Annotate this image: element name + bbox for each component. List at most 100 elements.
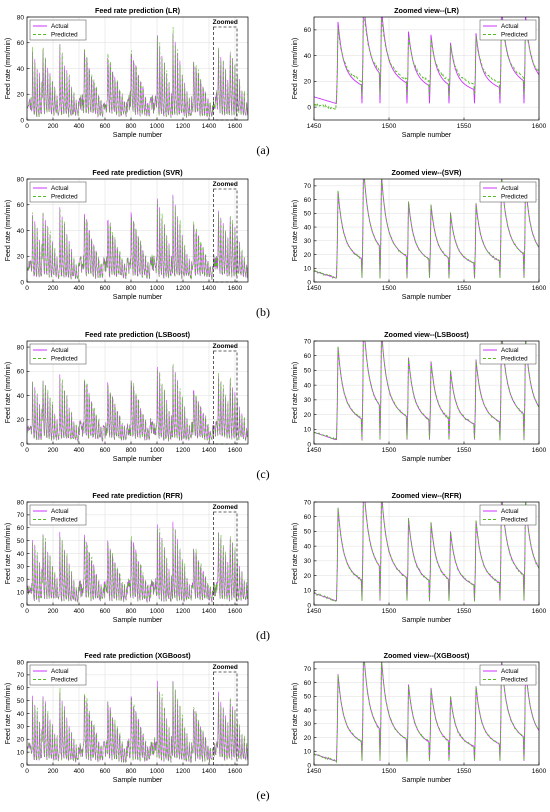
y-tick-label: 70	[304, 183, 312, 190]
x-tick-label: 1550	[457, 123, 472, 130]
legend-label-predicted: Predicted	[51, 677, 78, 684]
panel-d-zoom: 1450 1500 1550 1600 0 10 20 30 40 50 60 70 Zoomed vi…	[292, 491, 547, 624]
panel-b-full: Zoomed 0 200 400 600 800 1000 1200 1400 1600 0 20 40…	[5, 168, 249, 301]
y-tick-label: 60	[304, 197, 312, 204]
y-tick-label: 40	[304, 53, 312, 60]
y-tick-label: 30	[17, 724, 25, 731]
y-tick-label: 60	[17, 369, 25, 376]
y-tick-label: 80	[17, 176, 25, 183]
legend-label-predicted: Predicted	[501, 517, 528, 524]
y-tick-label: 30	[17, 564, 25, 571]
x-tick-label: 1500	[382, 285, 397, 292]
y-tick-label: 40	[304, 224, 312, 231]
legend-label-actual: Actual	[51, 347, 69, 354]
y-tick-label: 70	[17, 672, 25, 679]
chart-title: Feed rate prediction (XGBoost)	[84, 651, 191, 660]
chart-title: Zoomed view--(XGBoost)	[384, 651, 470, 660]
series-group	[27, 680, 248, 764]
series-line-predicted	[314, 502, 539, 603]
panel-e-full: Zoomed 0 200 400 600 800 1000 1200 1400 1600 0 10 20…	[5, 651, 249, 784]
series-group	[27, 26, 248, 118]
legend: Actual Predicted	[29, 504, 87, 526]
series-line-actual	[314, 17, 539, 104]
chart-title: Zoomed view--(LR)	[394, 6, 459, 15]
x-tick-label: 1450	[307, 447, 322, 454]
zoom-annotation: Zoomed	[213, 343, 238, 350]
y-tick-label: 10	[304, 427, 312, 434]
panel-a-zoom: 1450 1500 1550 1600 0 20 40 60 Zoomed view--(LR)…	[292, 6, 547, 139]
x-tick-label: 800	[126, 768, 137, 775]
zoom-annotation: Zoomed	[213, 664, 238, 671]
y-axis-label: Feed rate (mm/min)	[5, 38, 12, 99]
x-tick-label: 1000	[150, 768, 165, 775]
y-tick-label: 40	[304, 707, 312, 714]
x-tick-label: 1000	[150, 123, 165, 130]
x-axis-label: Sample number	[402, 294, 452, 301]
x-tick-label: 1400	[202, 285, 217, 292]
x-tick-label: 0	[25, 768, 29, 775]
legend: Actual Predicted	[479, 181, 537, 203]
y-tick-label: 40	[17, 711, 25, 718]
series-line-predicted	[27, 197, 248, 281]
x-tick-label: 200	[48, 123, 59, 130]
x-tick-label: 0	[25, 447, 29, 454]
y-tick-label: 80	[17, 499, 25, 506]
y-tick-label: 0	[20, 762, 24, 769]
panel-e-zoom: 1450 1500 1550 1600 0 10 20 30 40 50 60 70 Zoomed vi…	[292, 651, 547, 784]
x-tick-label: 200	[48, 768, 59, 775]
series-line-actual	[314, 341, 539, 441]
y-tick-label: 60	[304, 27, 312, 34]
y-tick-label: 50	[17, 698, 25, 705]
x-axis-label: Sample number	[402, 617, 452, 624]
x-tick-label: 1450	[307, 768, 322, 775]
zoom-box	[213, 511, 238, 606]
y-tick-label: 10	[304, 588, 312, 595]
y-tick-label: 40	[17, 228, 25, 235]
x-tick-label: 1600	[532, 447, 547, 454]
series-line-actual	[314, 662, 539, 762]
y-tick-label: 50	[17, 538, 25, 545]
x-tick-label: 1500	[382, 447, 397, 454]
x-axis-label: Sample number	[402, 456, 452, 463]
x-tick-label: 1600	[228, 608, 243, 615]
x-tick-label: 1500	[382, 123, 397, 130]
legend: Actual Predicted	[479, 19, 537, 41]
y-tick-label: 40	[304, 382, 312, 389]
legend-label-actual: Actual	[501, 508, 519, 515]
panel-d-full: Zoomed 0 200 400 600 800 1000 1200 1400 1600 0 10 20…	[5, 491, 249, 624]
y-tick-label: 80	[17, 14, 25, 21]
legend-label-predicted: Predicted	[501, 194, 528, 201]
y-tick-label: 70	[17, 512, 25, 519]
subfigure-label: (b)	[256, 305, 270, 319]
x-tick-label: 400	[74, 768, 85, 775]
legend-label-predicted: Predicted	[501, 356, 528, 363]
x-tick-label: 0	[25, 285, 29, 292]
series-line-predicted	[314, 17, 539, 111]
panel-c-zoom: 1450 1500 1550 1600 0 10 20 30 40 50 60 70 Zoomed vi…	[292, 330, 547, 463]
series-line-predicted	[314, 662, 539, 764]
y-tick-label: 0	[307, 762, 311, 769]
legend: Actual Predicted	[29, 19, 87, 41]
y-tick-label: 20	[17, 737, 25, 744]
y-tick-label: 80	[17, 344, 25, 351]
series-group	[314, 341, 539, 442]
series-group	[314, 179, 539, 279]
chart-title: Zoomed view--(RFR)	[392, 491, 462, 500]
y-tick-label: 10	[17, 589, 25, 596]
x-axis-label: Sample number	[113, 294, 163, 301]
chart-title: Zoomed view--(LSBoost)	[384, 330, 469, 339]
y-tick-label: 60	[17, 40, 25, 47]
x-tick-label: 1600	[532, 285, 547, 292]
chart-title: Feed rate prediction (RFR)	[92, 491, 183, 500]
y-tick-label: 20	[17, 254, 25, 261]
zoom-box	[213, 671, 238, 766]
y-tick-label: 20	[17, 577, 25, 584]
subfigure-label: (c)	[256, 467, 269, 481]
x-tick-label: 1450	[307, 285, 322, 292]
y-tick-label: 60	[17, 202, 25, 209]
y-axis-label: Feed rate (mm/min)	[292, 683, 299, 744]
x-tick-label: 0	[25, 123, 29, 130]
zoom-box	[213, 188, 238, 283]
